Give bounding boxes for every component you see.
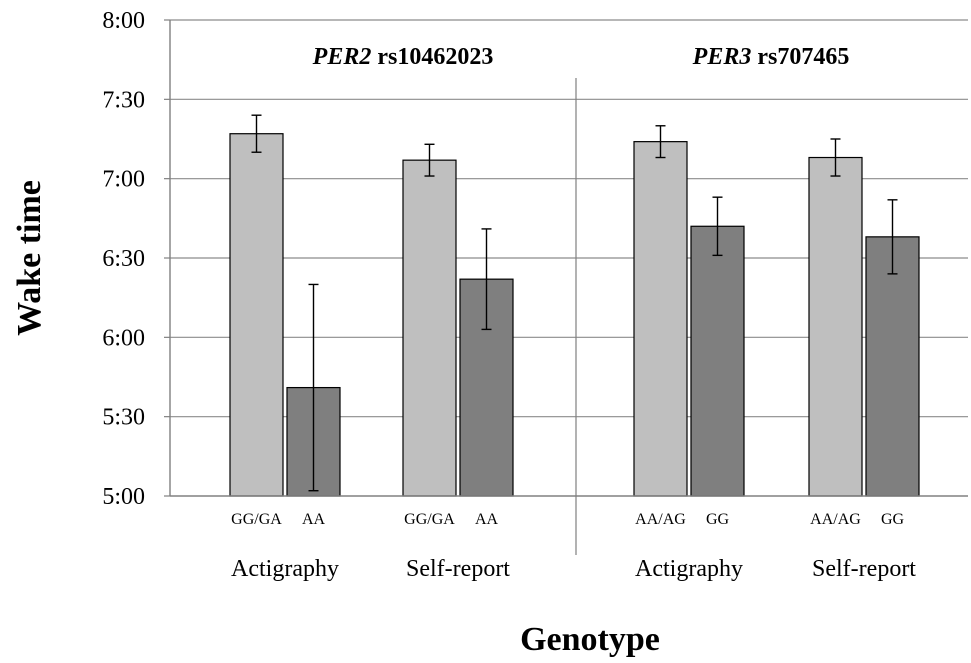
bar <box>402 159 457 497</box>
y-tick-label: 6:30 <box>102 246 145 272</box>
bar <box>690 225 745 497</box>
axes <box>164 19 968 555</box>
y-axis-title: Wake time <box>11 180 48 336</box>
panel-title: PER3 rs707465 <box>692 44 850 70</box>
method-label: Actigraphy <box>231 556 339 582</box>
y-tick-label: 5:00 <box>102 484 145 510</box>
genotype-label: AA <box>475 511 499 528</box>
panel-title: PER2 rs10462023 <box>312 44 494 70</box>
bar <box>865 236 920 497</box>
error-bars <box>251 114 898 492</box>
method-label: Actigraphy <box>635 556 743 582</box>
bar <box>229 133 284 497</box>
y-tick-label: 5:30 <box>102 405 145 431</box>
bar <box>808 156 863 497</box>
y-tick-label: 6:00 <box>102 325 145 351</box>
genotype-label: AA <box>302 511 326 528</box>
labels: 5:00 5:30 6:00 6:30 7:00 7:30 8:00 PER2 rs10462… <box>102 8 916 582</box>
genotype-label: GG <box>881 511 905 528</box>
method-label: Self-report <box>812 556 916 582</box>
x-axis-title: Genotype <box>520 621 660 658</box>
genotype-label: GG <box>706 511 730 528</box>
method-label: Self-report <box>406 556 510 582</box>
y-tick-label: 7:00 <box>102 167 145 193</box>
y-tick-label: 8:00 <box>102 8 145 34</box>
y-tick-label: 7:30 <box>102 87 145 113</box>
genotype-label: AA/AG <box>810 511 861 528</box>
bars <box>229 133 920 497</box>
genotype-label: AA/AG <box>635 511 686 528</box>
genotype-label: GG/GA <box>404 511 455 528</box>
bar <box>633 141 688 497</box>
genotype-label: GG/GA <box>231 511 282 528</box>
